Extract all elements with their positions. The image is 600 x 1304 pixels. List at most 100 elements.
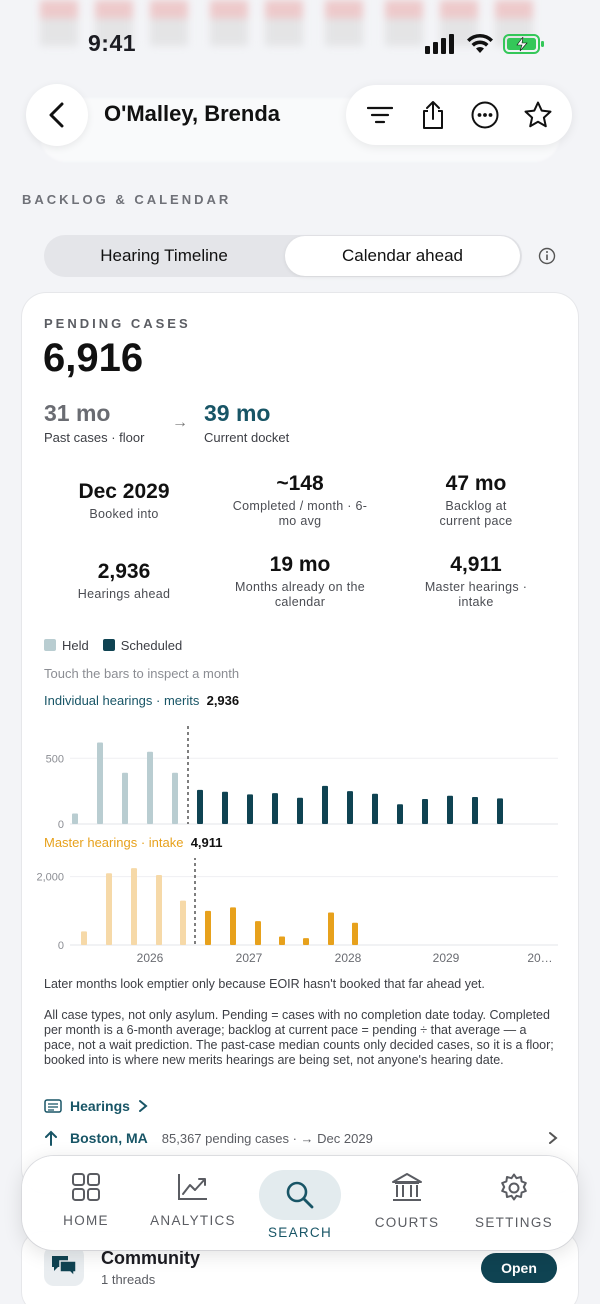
x-tick-label: 2027: [236, 951, 263, 965]
location-row[interactable]: Boston, MA 85,367 pending cases · → Dec …: [44, 1130, 558, 1146]
tab-calendar-ahead[interactable]: Calendar ahead: [285, 236, 520, 276]
bar-scheduled[interactable]: [322, 785, 328, 824]
bar-scheduled[interactable]: [328, 912, 334, 945]
tab-label: COURTS: [374, 1215, 440, 1230]
bar-held[interactable]: [72, 813, 78, 824]
back-button[interactable]: [26, 84, 88, 146]
filter-button[interactable]: [360, 95, 400, 135]
bar-held[interactable]: [172, 772, 178, 824]
tab-home[interactable]: HOME: [32, 1172, 140, 1228]
bar-held[interactable]: [180, 900, 186, 945]
section-label: BACKLOG & CALENDAR: [22, 192, 232, 207]
segmented-control: Hearing Timeline Calendar ahead: [44, 235, 522, 277]
stat-value: Dec 2029: [78, 480, 170, 503]
background-content: [40, 0, 560, 50]
chat-icon: [44, 1246, 84, 1286]
stat-label: Backlog at current pace: [439, 499, 513, 528]
tab-label: HOME: [63, 1213, 109, 1228]
methodology-note: All case types, not only asylum. Pending…: [44, 1008, 554, 1067]
active-tab-indicator: [259, 1170, 341, 1220]
tab-search[interactable]: SEARCH: [246, 1180, 354, 1240]
stat-hearings-ahead: 2,936 Hearings ahead: [44, 560, 204, 602]
hearings-link-label: Hearings: [70, 1098, 130, 1114]
open-community-button[interactable]: Open: [481, 1253, 557, 1283]
bar-scheduled[interactable]: [279, 936, 285, 945]
backlog-card: [22, 293, 578, 1193]
current-wait-value: 39 mo: [204, 400, 271, 426]
bar-scheduled[interactable]: [447, 795, 453, 824]
arrow-up-icon: [45, 1130, 57, 1146]
legend-scheduled: Scheduled: [102, 638, 182, 653]
community-title: Community: [101, 1248, 200, 1268]
bar-scheduled[interactable]: [247, 794, 253, 824]
bar-held[interactable]: [81, 931, 87, 945]
chart-title-intake: Master hearings · intake 4,911: [44, 835, 223, 850]
more-button[interactable]: [465, 95, 505, 135]
bar-scheduled[interactable]: [397, 804, 403, 824]
bar-scheduled[interactable]: [497, 798, 503, 824]
intake-chart[interactable]: 2,000 0 2026 2027 2028 2029 20…: [30, 858, 560, 968]
stat-value: ~148: [276, 472, 324, 495]
bar-held[interactable]: [147, 751, 153, 824]
bar-held[interactable]: [156, 874, 162, 945]
bar-held[interactable]: [131, 868, 137, 945]
page-title: O'Malley, Brenda: [104, 101, 280, 126]
hearings-link[interactable]: Hearings: [44, 1098, 148, 1114]
bar-scheduled[interactable]: [230, 907, 236, 945]
location-detail: 85,367 pending cases · → Dec 2029: [161, 1130, 373, 1146]
tab-courts[interactable]: COURTS: [353, 1172, 461, 1230]
bar-scheduled[interactable]: [205, 910, 211, 945]
stat-label: Master hearings · intake: [424, 580, 528, 609]
pending-value: 6,916: [43, 336, 144, 380]
status-time: 9:41: [88, 30, 137, 56]
empty-months-note: Later months look emptier only because E…: [44, 977, 485, 991]
bar-held[interactable]: [106, 873, 112, 945]
tab-settings[interactable]: SETTINGS: [460, 1172, 568, 1230]
stat-value: 4,911: [450, 553, 502, 576]
stat-label: Booked into: [89, 507, 159, 521]
y-tick-label: 2,000: [36, 872, 64, 884]
bar-scheduled[interactable]: [303, 938, 309, 945]
stat-completed-month: ~148 Completed / month · 6-mo avg: [220, 472, 380, 529]
bar-scheduled[interactable]: [272, 793, 278, 824]
info-icon[interactable]: [538, 247, 556, 265]
bar-scheduled[interactable]: [372, 793, 378, 824]
star-icon: [524, 101, 552, 128]
tab-label: SEARCH: [267, 1225, 333, 1240]
y-tick-label: 500: [46, 753, 64, 765]
bar-scheduled[interactable]: [222, 791, 228, 824]
legend-held: Held: [44, 638, 89, 653]
merits-chart[interactable]: 500 0: [30, 718, 560, 830]
bar-held[interactable]: [97, 742, 103, 824]
bar-held[interactable]: [122, 772, 128, 824]
x-tick-label: 2029: [433, 951, 460, 965]
bar-scheduled[interactable]: [422, 799, 428, 824]
gear-icon: [501, 1173, 527, 1201]
y-tick-label: 0: [58, 819, 64, 830]
bar-scheduled[interactable]: [352, 922, 358, 945]
stat-months-calendar: 19 mo Months already on the calendar: [220, 553, 380, 610]
grid-icon: [72, 1173, 100, 1201]
bar-scheduled[interactable]: [255, 921, 261, 945]
stat-master-intake: 4,911 Master hearings · intake: [396, 553, 556, 610]
tab-analytics[interactable]: ANALYTICS: [139, 1172, 247, 1228]
bar-scheduled[interactable]: [197, 789, 203, 824]
search-icon: [286, 1181, 314, 1209]
bar-scheduled[interactable]: [472, 797, 478, 824]
chevron-right-icon: [549, 1132, 558, 1144]
chevron-left-icon: [49, 102, 64, 128]
tab-hearing-timeline[interactable]: Hearing Timeline: [100, 246, 228, 265]
favorite-button[interactable]: [518, 95, 558, 135]
chart-hint: Touch the bars to inspect a month: [44, 666, 240, 681]
community-subtitle: 1 threads: [101, 1272, 156, 1287]
list-icon: [44, 1099, 62, 1113]
chart-line-icon: [178, 1174, 207, 1200]
bar-scheduled[interactable]: [297, 797, 303, 824]
bar-scheduled[interactable]: [347, 791, 353, 824]
y-tick-label: 0: [58, 940, 64, 952]
past-wait-label: Past cases · floor: [44, 430, 145, 445]
stat-value: 19 mo: [269, 553, 331, 576]
signal-icon: [425, 34, 454, 54]
battery-charging-icon: [503, 34, 544, 54]
share-button[interactable]: [413, 95, 453, 135]
